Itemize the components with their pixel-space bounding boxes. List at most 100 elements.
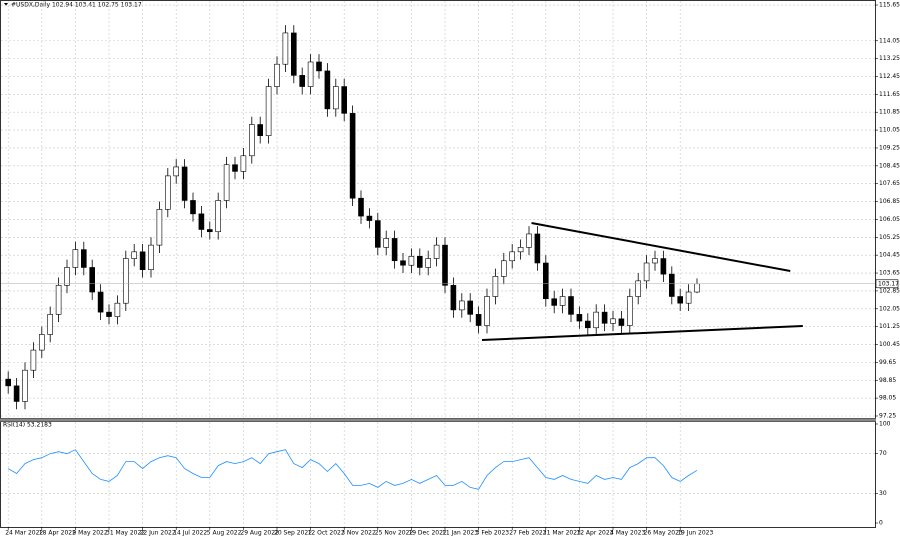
candle-body <box>349 113 356 199</box>
candle-body <box>207 229 213 233</box>
candle-body <box>626 296 633 326</box>
x-tick-label: 20 Sep 2022 <box>274 530 312 537</box>
candle-body <box>668 273 675 297</box>
candle-body <box>601 311 608 324</box>
x-tick-label: 11 Jan 2023 <box>442 530 478 537</box>
candle-body <box>500 260 507 277</box>
candle-body <box>584 320 591 329</box>
candle-body <box>190 200 196 215</box>
candle-body <box>173 166 179 177</box>
candle-body <box>643 262 650 282</box>
y-tick-label: 114.05 <box>879 37 900 44</box>
x-tick-label: 31 May 2022 <box>106 530 145 537</box>
last-price-box <box>875 279 899 289</box>
rsi-y-tick-label: 30 <box>879 490 887 497</box>
menu-arrow[interactable] <box>4 3 8 6</box>
candle-body <box>610 318 616 324</box>
x-tick-label: 12 Apr 2023 <box>576 530 613 537</box>
x-tick-label: 3 Feb 2023 <box>476 530 510 537</box>
y-tick-label: 102.05 <box>879 305 900 312</box>
candle-body <box>450 285 457 311</box>
candle-body <box>114 302 121 317</box>
candle-body <box>475 314 482 326</box>
y-tick-label: 99.65 <box>879 359 896 366</box>
chart-title: #USDX,Daily 102.94 103.41 102.75 103.17 <box>11 2 142 9</box>
candle-body <box>13 385 20 402</box>
candle-body <box>374 220 381 248</box>
x-tick-label: 12 Oct 2022 <box>308 530 345 537</box>
candle-body <box>341 86 348 114</box>
candle-body <box>618 318 625 326</box>
candle-body <box>568 296 574 315</box>
trendline <box>531 222 791 273</box>
candle-body <box>685 291 692 304</box>
candle-body <box>458 300 465 311</box>
trendline <box>481 324 803 342</box>
candle-body <box>593 311 600 329</box>
candle-body <box>635 280 642 297</box>
rsi-y-tick-label: 100 <box>879 421 891 428</box>
candle-body <box>97 291 104 313</box>
y-tick-label: 106.85 <box>879 198 900 205</box>
candle-body <box>660 258 667 275</box>
candle-body <box>416 255 423 268</box>
x-tick-label: 25 Nov 2022 <box>375 530 414 537</box>
candle-body <box>232 164 238 172</box>
candle-body <box>139 251 146 270</box>
candle-body <box>383 238 390 248</box>
x-tick-label: 22 Jun 2022 <box>140 530 176 537</box>
x-tick-label: 18 Apr 2022 <box>39 530 76 537</box>
candle-body <box>576 314 583 322</box>
y-tick-label: 108.45 <box>879 162 900 169</box>
main-frame <box>0 0 876 419</box>
candle-body <box>215 200 221 233</box>
candle-body <box>551 298 558 306</box>
y-tick-label: 97.25 <box>879 412 896 419</box>
rsi-line <box>7 449 698 490</box>
candle-body <box>408 255 415 266</box>
candle-body <box>542 262 549 300</box>
y-tick-label: 112.45 <box>879 73 900 80</box>
candle-body <box>22 369 28 402</box>
candle-body <box>47 314 54 335</box>
candle-body <box>425 258 432 268</box>
rsi-title: RSI(14) 53.2183 <box>3 422 52 429</box>
y-tick-label: 103.65 <box>879 270 900 277</box>
candle-body <box>240 155 247 172</box>
y-tick-label: 100.45 <box>879 341 900 348</box>
rsi-y-tick-label: 0 <box>879 520 883 527</box>
y-tick-label: 113.25 <box>879 55 900 62</box>
y-tick-label: 110.05 <box>879 127 900 134</box>
y-tick-label: 98.05 <box>879 395 896 402</box>
candle-body <box>165 175 171 210</box>
candle-body <box>274 63 280 87</box>
candle-body <box>30 349 37 371</box>
y-tick-label: 101.25 <box>879 323 900 330</box>
candle-body <box>131 251 137 259</box>
candle-body <box>38 334 45 351</box>
x-tick-label: 4 May 2023 <box>610 530 645 537</box>
x-tick-label: 26 May 2023 <box>644 530 683 537</box>
candle-body <box>156 209 163 246</box>
x-tick-label: 24 Mar 2022 <box>5 530 43 537</box>
rsi-y-tick-label: 70 <box>879 450 887 457</box>
y-tick-label: 110.85 <box>879 109 900 116</box>
candle-body <box>517 247 524 253</box>
y-tick-label: 111.65 <box>879 91 900 98</box>
candle-body <box>509 251 516 262</box>
candle-body <box>299 75 306 87</box>
candle-body <box>5 378 11 387</box>
candle-body <box>467 300 474 315</box>
candle-body <box>324 70 331 110</box>
rsi-frame <box>0 421 876 528</box>
candle-body <box>198 213 205 230</box>
y-tick-label: 107.65 <box>879 180 900 187</box>
candle-body <box>106 311 112 317</box>
y-tick-label: 98.85 <box>879 377 896 384</box>
candle-body <box>366 215 373 221</box>
candle-body <box>55 285 62 315</box>
last-price-label: 103.17 <box>878 280 899 287</box>
candle-body <box>492 276 499 297</box>
candle-body <box>316 61 322 72</box>
